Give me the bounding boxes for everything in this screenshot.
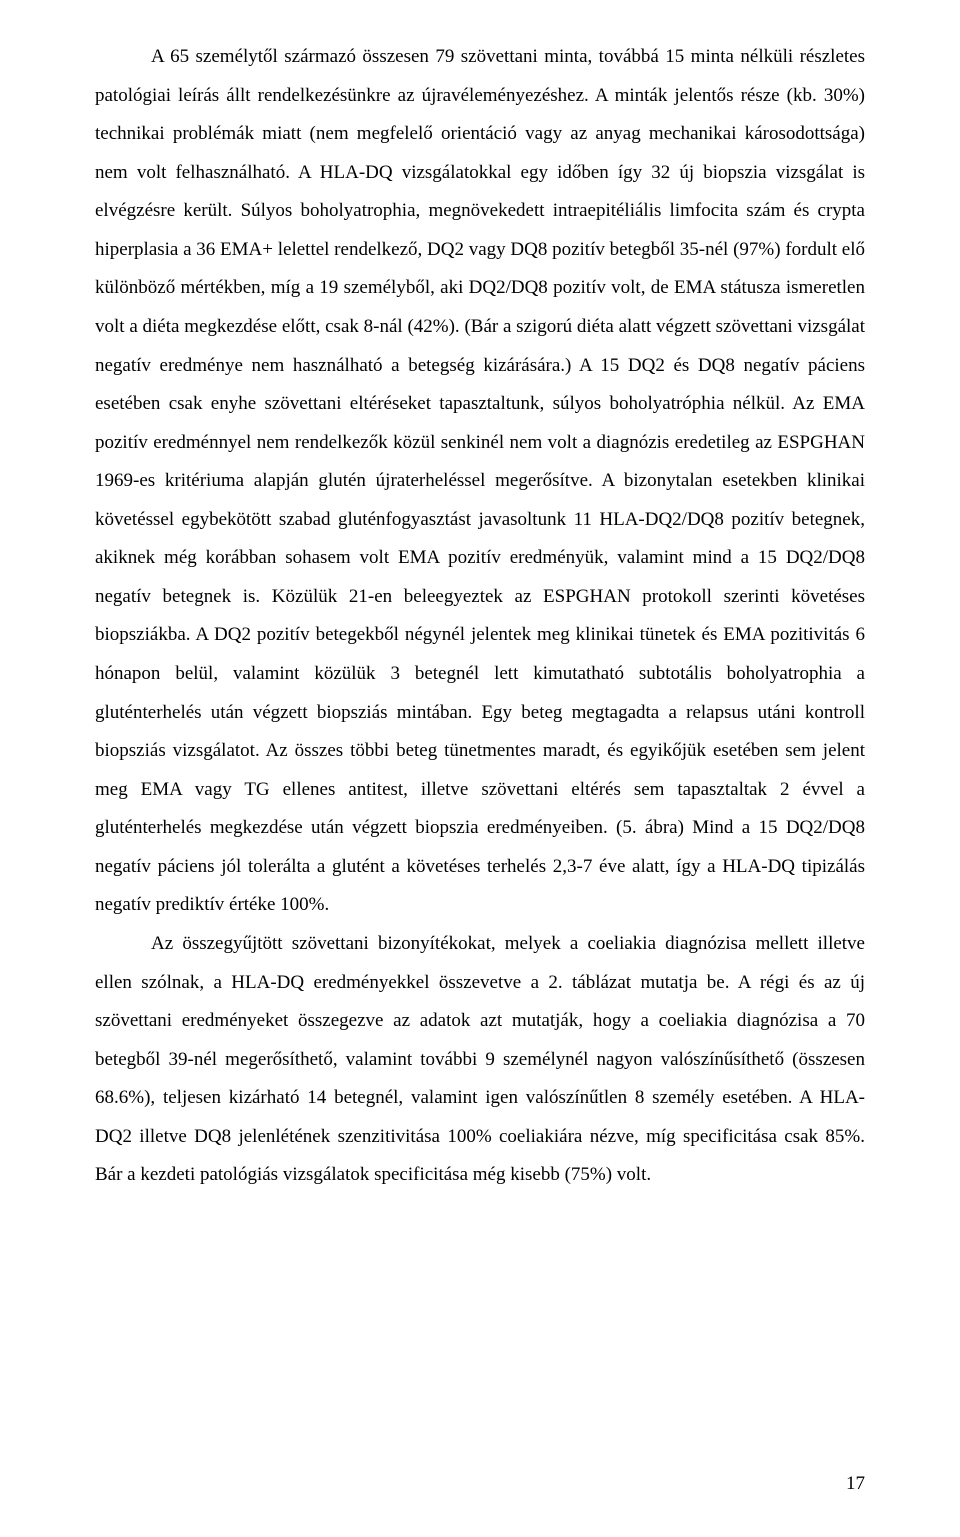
- body-paragraph-2: Az összegyűjtött szövettani bizonyítékok…: [95, 925, 865, 1195]
- page-number: 17: [846, 1474, 865, 1493]
- body-paragraph-1: A 65 személytől származó összesen 79 szö…: [95, 38, 865, 925]
- document-page: A 65 személytől származó összesen 79 szö…: [0, 0, 960, 1537]
